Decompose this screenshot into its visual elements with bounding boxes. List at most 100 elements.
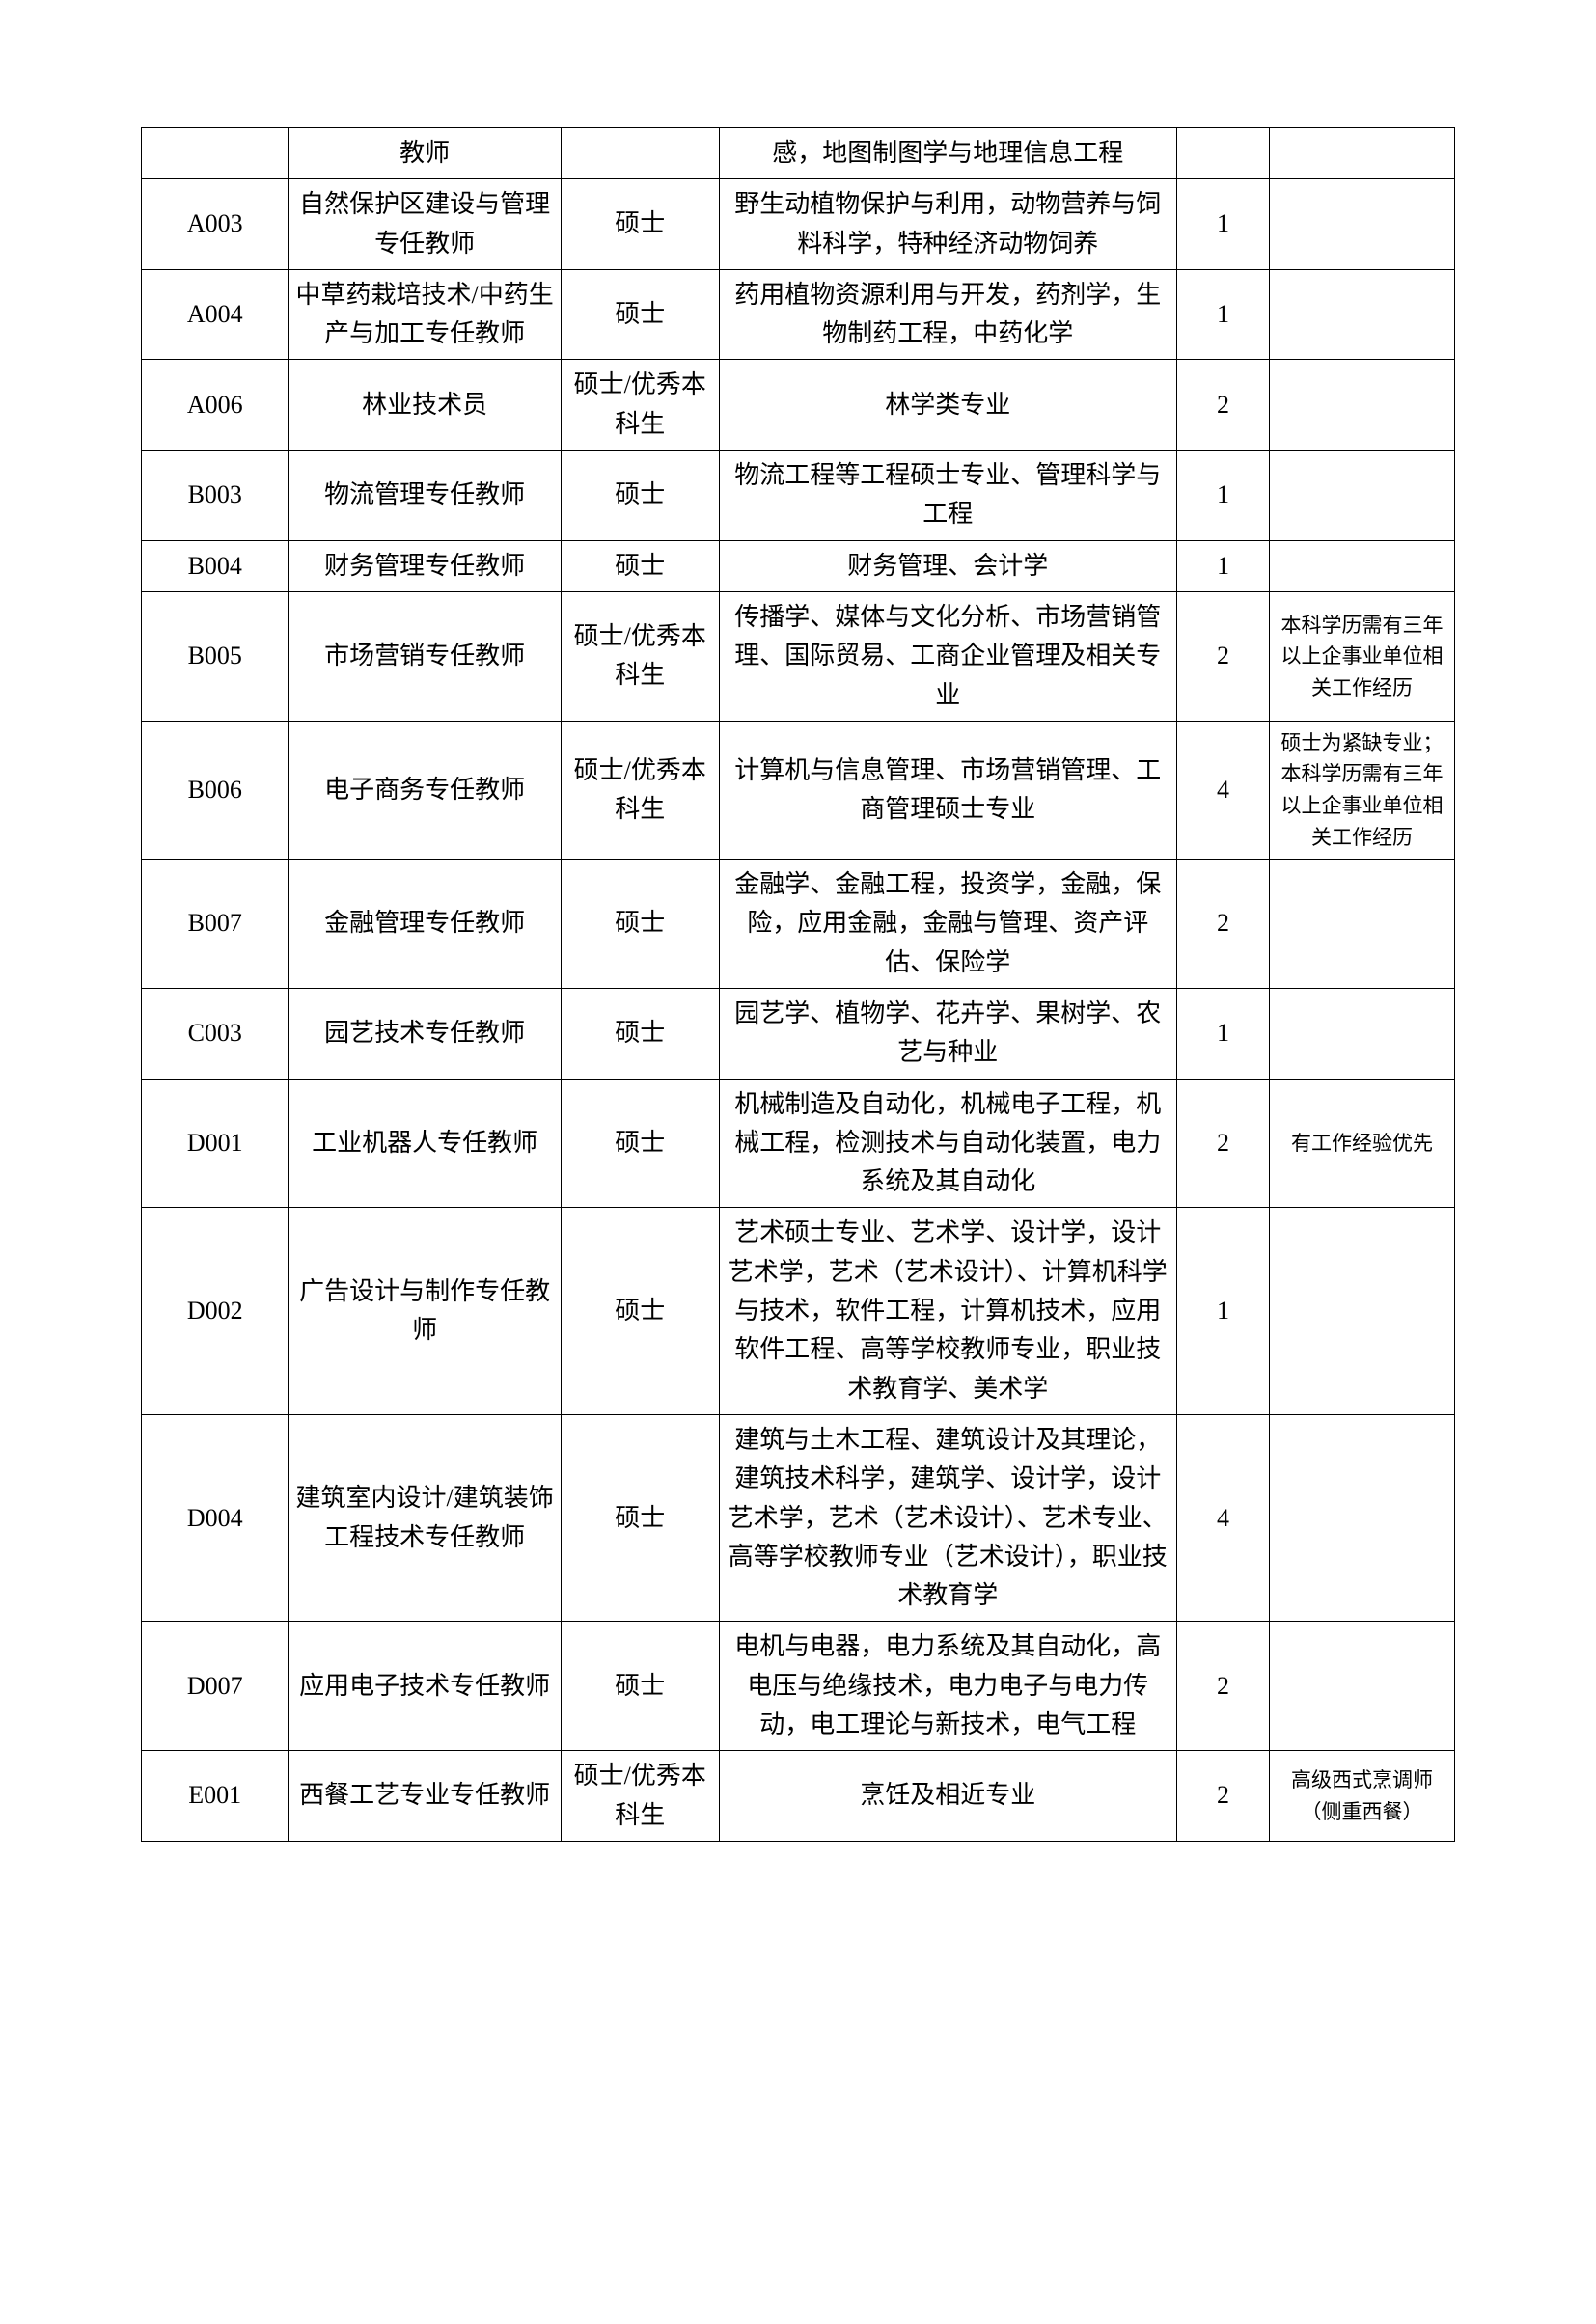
cell-edu [561, 128, 719, 179]
cell-count [1176, 128, 1269, 179]
cell-title: 财务管理专任教师 [289, 540, 561, 591]
cell-note [1269, 360, 1454, 451]
table-row: D001工业机器人专任教师硕士机械制造及自动化，机械电子工程，机械工程，检测技术… [142, 1079, 1455, 1208]
cell-major: 感，地图制图学与地理信息工程 [719, 128, 1176, 179]
cell-code: B005 [142, 591, 289, 721]
cell-title: 电子商务专任教师 [289, 721, 561, 859]
recruitment-table: 教师 感，地图制图学与地理信息工程A003自然保护区建设与管理专任教师硕士野生动植… [141, 127, 1455, 1842]
cell-note [1269, 1208, 1454, 1414]
cell-count: 1 [1176, 1208, 1269, 1414]
cell-note: 本科学历需有三年以上企事业单位相关工作经历 [1269, 591, 1454, 721]
cell-major: 物流工程等工程硕士专业、管理科学与工程 [719, 451, 1176, 541]
cell-title: 工业机器人专任教师 [289, 1079, 561, 1208]
cell-code: B004 [142, 540, 289, 591]
cell-code: B007 [142, 860, 289, 989]
cell-title: 园艺技术专任教师 [289, 988, 561, 1079]
cell-note [1269, 988, 1454, 1079]
table-row: B004财务管理专任教师硕士财务管理、会计学1 [142, 540, 1455, 591]
cell-title: 物流管理专任教师 [289, 451, 561, 541]
cell-note [1269, 1414, 1454, 1621]
cell-count: 4 [1176, 1414, 1269, 1621]
cell-code: B003 [142, 451, 289, 541]
cell-code: D007 [142, 1622, 289, 1751]
cell-count: 2 [1176, 360, 1269, 451]
cell-title: 西餐工艺专业专任教师 [289, 1751, 561, 1842]
cell-note [1269, 860, 1454, 989]
cell-count: 4 [1176, 721, 1269, 859]
cell-count: 1 [1176, 451, 1269, 541]
cell-edu: 硕士 [561, 179, 719, 270]
cell-note [1269, 540, 1454, 591]
cell-major: 林学类专业 [719, 360, 1176, 451]
cell-count: 2 [1176, 1079, 1269, 1208]
cell-title: 市场营销专任教师 [289, 591, 561, 721]
cell-title: 应用电子技术专任教师 [289, 1622, 561, 1751]
cell-code: E001 [142, 1751, 289, 1842]
cell-major: 建筑与土木工程、建筑设计及其理论，建筑技术科学，建筑学、设计学，设计艺术学，艺术… [719, 1414, 1176, 1621]
cell-edu: 硕士 [561, 269, 719, 360]
cell-title: 教师 [289, 128, 561, 179]
cell-edu: 硕士/优秀本科生 [561, 591, 719, 721]
table-row: B007金融管理专任教师硕士金融学、金融工程，投资学，金融，保险，应用金融，金融… [142, 860, 1455, 989]
cell-count: 1 [1176, 269, 1269, 360]
cell-note [1269, 1622, 1454, 1751]
cell-title: 林业技术员 [289, 360, 561, 451]
cell-code: B006 [142, 721, 289, 859]
cell-code: D004 [142, 1414, 289, 1621]
cell-note: 硕士为紧缺专业；本科学历需有三年以上企事业单位相关工作经历 [1269, 721, 1454, 859]
cell-title: 建筑室内设计/建筑装饰工程技术专任教师 [289, 1414, 561, 1621]
cell-major: 金融学、金融工程，投资学，金融，保险，应用金融，金融与管理、资产评估、保险学 [719, 860, 1176, 989]
cell-code: A006 [142, 360, 289, 451]
cell-note [1269, 269, 1454, 360]
table-row: B003物流管理专任教师硕士物流工程等工程硕士专业、管理科学与工程1 [142, 451, 1455, 541]
table-row: A006林业技术员硕士/优秀本科生林学类专业2 [142, 360, 1455, 451]
table-row: C003园艺技术专任教师硕士园艺学、植物学、花卉学、果树学、农艺与种业1 [142, 988, 1455, 1079]
cell-note: 有工作经验优先 [1269, 1079, 1454, 1208]
cell-count: 1 [1176, 988, 1269, 1079]
cell-note [1269, 451, 1454, 541]
cell-title: 金融管理专任教师 [289, 860, 561, 989]
table-row: 教师 感，地图制图学与地理信息工程 [142, 128, 1455, 179]
cell-title: 广告设计与制作专任教师 [289, 1208, 561, 1414]
cell-note: 高级西式烹调师（侧重西餐） [1269, 1751, 1454, 1842]
cell-major: 药用植物资源利用与开发，药剂学，生物制药工程，中药化学 [719, 269, 1176, 360]
cell-major: 财务管理、会计学 [719, 540, 1176, 591]
table-row: A004中草药栽培技术/中药生产与加工专任教师硕士药用植物资源利用与开发，药剂学… [142, 269, 1455, 360]
cell-edu: 硕士 [561, 1622, 719, 1751]
table-row: B006电子商务专任教师硕士/优秀本科生计算机与信息管理、市场营销管理、工商管理… [142, 721, 1455, 859]
cell-major: 野生动植物保护与利用，动物营养与饲料科学，特种经济动物饲养 [719, 179, 1176, 270]
cell-code: C003 [142, 988, 289, 1079]
table-row: D004建筑室内设计/建筑装饰工程技术专任教师硕士建筑与土木工程、建筑设计及其理… [142, 1414, 1455, 1621]
cell-code [142, 128, 289, 179]
cell-edu: 硕士 [561, 1208, 719, 1414]
cell-edu: 硕士 [561, 860, 719, 989]
cell-major: 计算机与信息管理、市场营销管理、工商管理硕士专业 [719, 721, 1176, 859]
cell-count: 2 [1176, 1622, 1269, 1751]
cell-major: 传播学、媒体与文化分析、市场营销管理、国际贸易、工商企业管理及相关专业 [719, 591, 1176, 721]
cell-note [1269, 179, 1454, 270]
cell-note [1269, 128, 1454, 179]
table-row: A003自然保护区建设与管理专任教师硕士野生动植物保护与利用，动物营养与饲料科学… [142, 179, 1455, 270]
cell-major: 艺术硕士专业、艺术学、设计学，设计艺术学，艺术（艺术设计）、计算机科学与技术，软… [719, 1208, 1176, 1414]
table-row: D002广告设计与制作专任教师硕士艺术硕士专业、艺术学、设计学，设计艺术学，艺术… [142, 1208, 1455, 1414]
cell-edu: 硕士 [561, 451, 719, 541]
cell-edu: 硕士 [561, 1079, 719, 1208]
cell-title: 自然保护区建设与管理专任教师 [289, 179, 561, 270]
cell-count: 1 [1176, 540, 1269, 591]
table-row: D007应用电子技术专任教师硕士电机与电器，电力系统及其自动化，高电压与绝缘技术… [142, 1622, 1455, 1751]
cell-edu: 硕士/优秀本科生 [561, 360, 719, 451]
cell-count: 2 [1176, 591, 1269, 721]
cell-edu: 硕士 [561, 1414, 719, 1621]
cell-major: 机械制造及自动化，机械电子工程，机械工程，检测技术与自动化装置，电力系统及其自动… [719, 1079, 1176, 1208]
cell-edu: 硕士 [561, 988, 719, 1079]
cell-major: 电机与电器，电力系统及其自动化，高电压与绝缘技术，电力电子与电力传动，电工理论与… [719, 1622, 1176, 1751]
cell-code: A004 [142, 269, 289, 360]
cell-edu: 硕士 [561, 540, 719, 591]
cell-count: 2 [1176, 1751, 1269, 1842]
cell-major: 园艺学、植物学、花卉学、果树学、农艺与种业 [719, 988, 1176, 1079]
cell-edu: 硕士/优秀本科生 [561, 721, 719, 859]
cell-major: 烹饪及相近专业 [719, 1751, 1176, 1842]
cell-edu: 硕士/优秀本科生 [561, 1751, 719, 1842]
cell-code: D002 [142, 1208, 289, 1414]
cell-title: 中草药栽培技术/中药生产与加工专任教师 [289, 269, 561, 360]
